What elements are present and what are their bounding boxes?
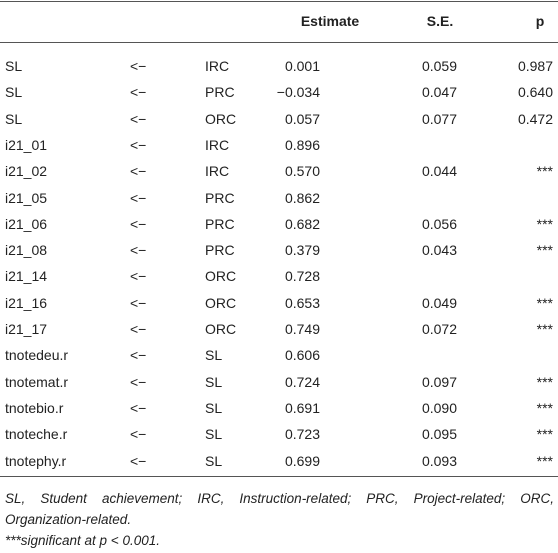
table-cell: SL bbox=[205, 373, 223, 390]
table-cell: <− bbox=[130, 163, 147, 180]
column-header: p bbox=[535, 13, 545, 29]
table-cell: i21_14 bbox=[5, 268, 48, 285]
table-cell: 0.093 bbox=[421, 452, 457, 469]
table-cell: *** bbox=[536, 163, 553, 180]
table-cell: IRC bbox=[205, 136, 230, 153]
table-cell: i21_17 bbox=[5, 321, 48, 337]
table-cell: <− bbox=[130, 321, 147, 337]
table-cell: *** bbox=[536, 399, 553, 416]
table-cell: i21_06 bbox=[5, 215, 48, 232]
table-cell: 0.987 bbox=[517, 58, 553, 74]
table-cell: *** bbox=[536, 215, 553, 232]
table-cell: SL bbox=[205, 452, 223, 469]
table-cell: 0.640 bbox=[517, 84, 553, 101]
table-cell: IRC bbox=[205, 58, 230, 74]
table-cell: 0.749 bbox=[284, 321, 320, 337]
table-cell: 0.047 bbox=[421, 84, 457, 101]
table-cell: tnotephy.r bbox=[5, 452, 67, 469]
table-cell: 0.723 bbox=[284, 426, 320, 443]
table-cell: <− bbox=[130, 452, 147, 469]
table-cell: *** bbox=[536, 242, 553, 259]
table-cell: 0.862 bbox=[284, 189, 320, 206]
table-cell: i21_01 bbox=[5, 136, 48, 153]
table-cell: 0.049 bbox=[421, 294, 457, 311]
table-cell: 0.057 bbox=[284, 110, 320, 127]
table-cell: 0.653 bbox=[284, 294, 320, 311]
table-cell: i21_16 bbox=[5, 294, 48, 311]
table-cell: *** bbox=[536, 373, 553, 390]
table-cell: SL bbox=[5, 58, 23, 74]
table-cell: PRC bbox=[205, 84, 235, 101]
table-cell: *** bbox=[536, 321, 553, 337]
top-rule bbox=[0, 1, 558, 2]
table-cell: <− bbox=[130, 189, 147, 206]
bottom-rule bbox=[0, 476, 558, 477]
table-cell: 0.606 bbox=[284, 347, 320, 364]
table-cell: <− bbox=[130, 347, 147, 364]
table-cell: IRC bbox=[205, 163, 230, 180]
table-cell: 0.724 bbox=[284, 373, 320, 390]
table-cell: ORC bbox=[205, 110, 237, 127]
table-cell: PRC bbox=[205, 242, 235, 259]
table-cell: <− bbox=[130, 84, 147, 101]
table-cell: 0.072 bbox=[421, 321, 457, 337]
table-cell: <− bbox=[130, 215, 147, 232]
table-cell: <− bbox=[130, 110, 147, 127]
table-cell: 0.472 bbox=[517, 110, 553, 127]
table-cell: 0.095 bbox=[421, 426, 457, 443]
table-cell: SL bbox=[5, 110, 23, 127]
table-cell: *** bbox=[536, 426, 553, 443]
table-cell: SL bbox=[205, 399, 223, 416]
table-cell: <− bbox=[130, 268, 147, 285]
table-cell: tnotedeu.r bbox=[5, 347, 69, 364]
table-cell: i21_05 bbox=[5, 189, 48, 206]
table-cell: <− bbox=[130, 136, 147, 153]
table-cell: 0.728 bbox=[284, 268, 320, 285]
table-cell: 0.056 bbox=[421, 215, 457, 232]
table-cell: 0.090 bbox=[421, 399, 457, 416]
table-cell: *** bbox=[536, 294, 553, 311]
table-cell: 0.077 bbox=[421, 110, 457, 127]
column-header: Estimate bbox=[300, 13, 360, 29]
table-cell: 0.896 bbox=[284, 136, 320, 153]
table-cell: <− bbox=[130, 373, 147, 390]
table-cell: tnoteche.r bbox=[5, 426, 68, 443]
table-cell: SL bbox=[205, 426, 223, 443]
table-cell: <− bbox=[130, 399, 147, 416]
table-cell: 0.699 bbox=[284, 452, 320, 469]
table-cell: 0.044 bbox=[421, 163, 457, 180]
table-cell: i21_02 bbox=[5, 163, 48, 180]
footnote: ***significant at p < 0.001. bbox=[5, 533, 160, 548]
footnote: SL, Student achievement; IRC, Instructio… bbox=[5, 491, 554, 527]
table-cell: ORC bbox=[205, 268, 237, 285]
table-cell: ORC bbox=[205, 294, 237, 311]
header-rule bbox=[0, 42, 558, 43]
table-cell: <− bbox=[130, 294, 147, 311]
table-cell: SL bbox=[5, 84, 23, 101]
table-cell: 0.001 bbox=[284, 58, 320, 74]
table-cell: <− bbox=[130, 426, 147, 443]
table-cell: 0.682 bbox=[284, 215, 320, 232]
table-cell: PRC bbox=[205, 189, 235, 206]
table-cell: 0.379 bbox=[284, 242, 320, 259]
table-cell: *** bbox=[536, 452, 553, 469]
table-cell: i21_08 bbox=[5, 242, 48, 259]
table-cell: 0.059 bbox=[421, 58, 457, 74]
table-cell: tnotemat.r bbox=[5, 373, 69, 390]
column-header: S.E. bbox=[426, 13, 454, 29]
table-cell: 0.097 bbox=[421, 373, 457, 390]
table-cell: 0.691 bbox=[284, 399, 320, 416]
table-cell: <− bbox=[130, 58, 147, 74]
table-cell: −0.034 bbox=[276, 84, 320, 101]
table-cell: ORC bbox=[205, 321, 237, 337]
table-cell: <− bbox=[130, 242, 147, 259]
table-cell: tnotebio.r bbox=[5, 399, 64, 416]
table-cell: PRC bbox=[205, 215, 235, 232]
table-cell: SL bbox=[205, 347, 223, 364]
table-cell: 0.570 bbox=[284, 163, 320, 180]
table-cell: 0.043 bbox=[421, 242, 457, 259]
